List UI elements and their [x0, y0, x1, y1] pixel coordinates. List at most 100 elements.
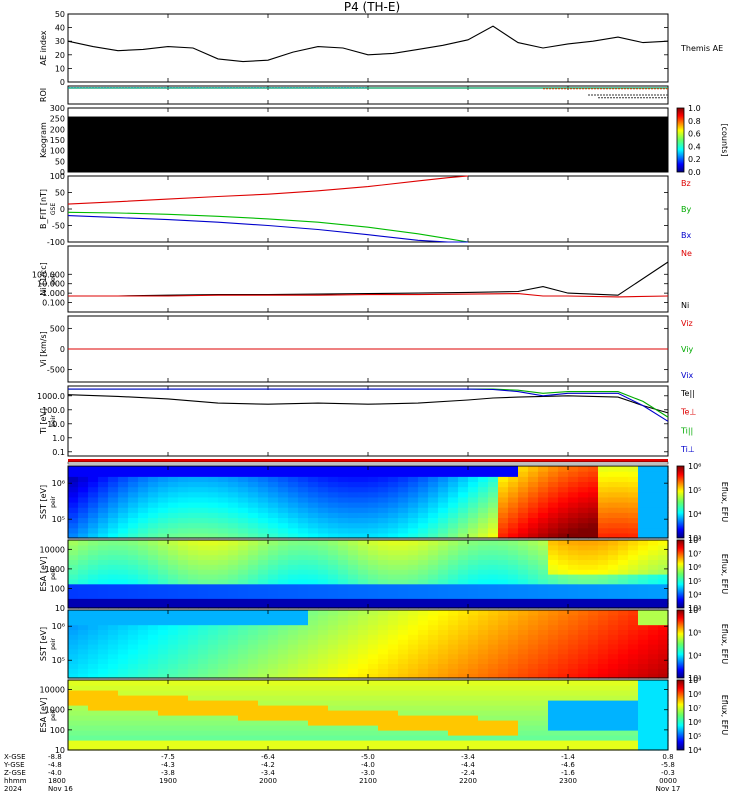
heatmap-cell: [258, 653, 269, 660]
heatmap-cell: [168, 700, 179, 706]
heatmap-cell: [528, 549, 539, 556]
heatmap-cell: [248, 549, 259, 556]
heatmap-cell: [208, 629, 219, 635]
heatmap-cell: [358, 507, 369, 513]
heatmap-cell: [258, 598, 269, 604]
heatmap-cell: [558, 496, 569, 503]
heatmap-cell: [198, 668, 209, 674]
heatmap-cell: [458, 603, 469, 609]
heatmap-cell: [358, 512, 369, 519]
heatmap-cell: [398, 634, 409, 640]
heatmap-cell: [348, 639, 359, 645]
heatmap-cell: [88, 507, 99, 513]
heatmap-cell: [128, 735, 139, 741]
heatmap-cell: [298, 705, 309, 711]
heatmap-cell: [588, 639, 599, 645]
heatmap-cell: [448, 715, 459, 721]
heatmap-cell: [638, 720, 649, 726]
heatmap-cell: [98, 710, 109, 716]
heatmap-cell: [388, 471, 399, 477]
heatmap-cell: [248, 486, 259, 493]
heatmap-cell: [388, 517, 399, 524]
heatmap-cell: [168, 466, 179, 472]
heatmap-cell: [138, 690, 149, 696]
heatmap-cell: [218, 639, 229, 645]
heatmap-cell: [298, 554, 309, 561]
heatmap-cell: [198, 619, 209, 626]
heatmap-cell: [258, 517, 269, 524]
heatmap-cell: [558, 527, 569, 534]
heatmap-cell: [538, 517, 549, 524]
heatmap-cell: [98, 540, 109, 546]
heatmap-cell: [208, 705, 219, 711]
heatmap-cell: [468, 648, 479, 655]
heatmap-cell: [438, 559, 449, 565]
heatmap-cell: [538, 658, 549, 665]
heatmap-cell: [418, 481, 429, 488]
heatmap-cell: [608, 648, 619, 655]
heatmap-cell: [318, 663, 329, 669]
heatmap-cell: [658, 544, 669, 551]
heatmap-cell: [228, 614, 239, 621]
heatmap-cell: [618, 598, 629, 604]
heatmap-cell: [528, 527, 539, 534]
heatmap-cell: [428, 680, 439, 686]
heatmap-cell: [268, 720, 279, 726]
heatmap-cell: [388, 730, 399, 736]
heatmap-cell: [648, 720, 659, 726]
heatmap-cell: [368, 614, 379, 621]
heatmap-cell: [528, 644, 539, 650]
heatmap-cell: [648, 658, 659, 665]
heatmap-cell: [658, 593, 669, 599]
heatmap-cell: [198, 634, 209, 640]
heatmap-cell: [328, 619, 339, 626]
heatmap-cell: [448, 663, 459, 669]
heatmap-cell: [238, 619, 249, 626]
heatmap-cell: [188, 549, 199, 556]
heatmap-cell: [108, 559, 119, 565]
heatmap-cell: [638, 517, 649, 524]
heatmap-cell: [648, 730, 659, 736]
heatmap-cell: [548, 476, 559, 483]
heatmap-cell: [438, 685, 449, 691]
heatmap-cell: [298, 517, 309, 524]
heatmap-cell: [178, 673, 189, 679]
heatmap-cell: [388, 544, 399, 551]
heatmap-cell: [168, 685, 179, 691]
heatmap-cell: [188, 663, 199, 669]
heatmap-cell: [268, 629, 279, 635]
heatmap-cell: [498, 559, 509, 565]
heatmap-cell: [98, 496, 109, 503]
heatmap-cell: [578, 735, 589, 741]
heatmap-cell: [478, 629, 489, 635]
heatmap-cell: [348, 619, 359, 626]
heatmap-cell: [178, 593, 189, 599]
heatmap-cell: [328, 502, 339, 508]
heatmap-cell: [148, 549, 159, 556]
heatmap-cell: [198, 517, 209, 524]
heatmap-cell: [528, 695, 539, 701]
heatmap-cell: [168, 517, 179, 524]
heatmap-cell: [438, 634, 449, 640]
heatmap-cell: [198, 578, 209, 585]
heatmap-cell: [348, 710, 359, 716]
y-tick-label: 100.0: [42, 406, 65, 415]
heatmap-cell: [378, 517, 389, 524]
heatmap-cell: [458, 544, 469, 551]
heatmap-cell: [198, 614, 209, 621]
heatmap-cell: [168, 644, 179, 650]
heatmap-cell: [418, 725, 429, 731]
heatmap-cell: [498, 588, 509, 595]
heatmap-cell: [638, 700, 649, 706]
heatmap-cell: [328, 680, 339, 686]
heatmap-cell: [68, 619, 79, 626]
heatmap-cell: [618, 481, 629, 488]
heatmap-cell: [558, 685, 569, 691]
heatmap-cell: [568, 564, 579, 570]
heatmap-cell: [168, 634, 179, 640]
heatmap-cell: [428, 554, 439, 561]
heatmap-cell: [208, 715, 219, 721]
heatmap-cell: [358, 583, 369, 590]
heatmap-cell: [378, 491, 389, 498]
heatmap-cell: [568, 705, 579, 711]
